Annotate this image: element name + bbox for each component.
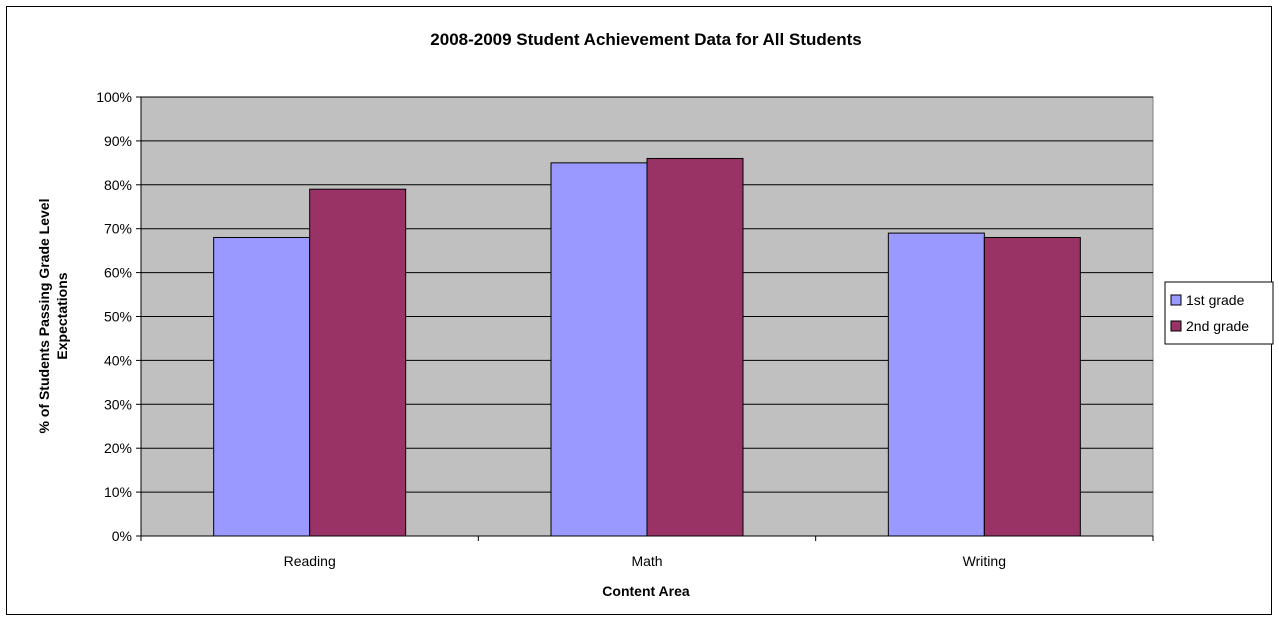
y-tick-label: 100% <box>96 89 132 105</box>
y-tick-label: 40% <box>104 352 132 368</box>
legend-swatch <box>1170 320 1182 332</box>
legend-box <box>1164 281 1274 345</box>
y-tick-label: 30% <box>104 396 132 412</box>
legend: 1st grade 2nd grade <box>1164 281 1274 345</box>
chart-title: 2008-2009 Student Achievement Data for A… <box>430 30 861 49</box>
y-tick-label: 50% <box>104 309 132 325</box>
legend-swatch <box>1170 294 1182 306</box>
legend-label: 2nd grade <box>1186 318 1249 334</box>
bar-2nd-grade-math <box>646 157 744 537</box>
bar-2nd-grade-reading <box>309 188 407 537</box>
y-axis-label: % of Students Passing Grade Level Expect… <box>36 199 70 434</box>
x-tick-label: Math <box>631 553 662 569</box>
bar-2nd-grade-writing <box>983 236 1081 537</box>
y-tick-label: 60% <box>104 265 132 281</box>
y-tick-label: 80% <box>104 177 132 193</box>
x-axis-label: Content Area <box>602 583 690 599</box>
y-tick-label: 90% <box>104 133 132 149</box>
y-axis-label-line1: % of Students Passing Grade Level <box>36 199 52 434</box>
y-axis-label-line2: Expectations <box>54 272 70 359</box>
y-tick-label: 20% <box>104 440 132 456</box>
y-tick-label: 70% <box>104 221 132 237</box>
x-tick-label: Writing <box>963 553 1006 569</box>
x-tick-label: Reading <box>284 553 336 569</box>
y-tick-label: 0% <box>112 528 132 544</box>
y-tick-label: 10% <box>104 484 132 500</box>
plot-area: 0% 10% 20% 30% 40% 50% 60% 70% 80% 90% 100% Reading… <box>96 89 1154 569</box>
legend-label: 1st grade <box>1186 292 1245 308</box>
bar-1st-grade-reading <box>213 236 311 537</box>
bar-1st-grade-writing <box>887 232 985 537</box>
bar-1st-grade-math <box>550 162 648 537</box>
